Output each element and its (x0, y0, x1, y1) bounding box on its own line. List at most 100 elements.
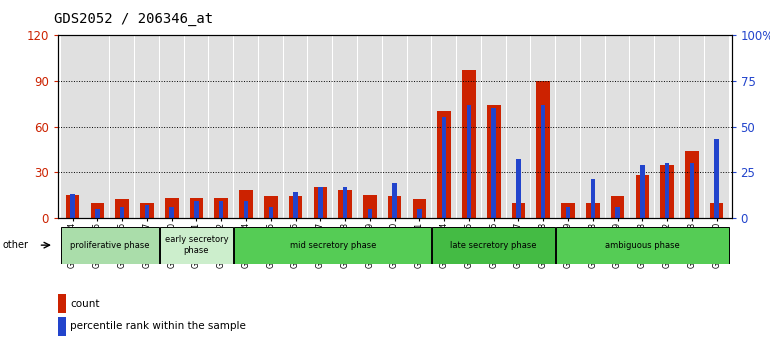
Bar (715, 139, 719, 218)
Bar (457, 227, 480, 264)
Bar (407, 35, 431, 218)
Bar (85, 35, 109, 218)
Bar (531, 227, 555, 264)
Bar (140, 202, 154, 218)
Text: GDS2052 / 206346_at: GDS2052 / 206346_at (54, 12, 213, 27)
Bar (185, 227, 209, 264)
Bar (165, 198, 179, 218)
Bar (640, 165, 644, 218)
Bar (367, 209, 372, 218)
Bar (333, 35, 357, 218)
Bar (462, 70, 476, 218)
Bar (432, 35, 456, 218)
Bar (631, 35, 654, 218)
Bar (487, 105, 500, 218)
Bar (70, 194, 75, 218)
Bar (259, 35, 283, 218)
Text: proliferative phase: proliferative phase (70, 241, 149, 250)
Text: other: other (2, 240, 28, 250)
Bar (393, 183, 397, 218)
Bar (110, 35, 134, 218)
Bar (160, 35, 183, 218)
Bar (611, 196, 624, 218)
Bar (58, 294, 66, 313)
Bar (566, 207, 571, 218)
Bar (363, 195, 377, 218)
Bar (507, 227, 531, 264)
Bar (234, 227, 258, 264)
Bar (269, 207, 273, 218)
Bar (635, 175, 649, 218)
Bar (120, 207, 125, 218)
Bar (586, 202, 600, 218)
Bar (437, 112, 451, 218)
Bar (160, 227, 233, 264)
Text: count: count (70, 299, 99, 309)
Bar (507, 35, 531, 218)
Bar (194, 201, 199, 218)
Bar (219, 201, 223, 218)
Bar (516, 159, 521, 218)
Bar (442, 118, 447, 218)
Bar (457, 35, 480, 218)
Bar (135, 35, 159, 218)
Bar (61, 35, 85, 218)
Bar (661, 165, 674, 218)
Text: mid secretory phase: mid secretory phase (290, 241, 376, 250)
Bar (413, 200, 427, 218)
Bar (58, 317, 66, 336)
Bar (61, 227, 159, 264)
Bar (110, 227, 134, 264)
Bar (309, 227, 332, 264)
Bar (482, 35, 506, 218)
Bar (185, 35, 209, 218)
Bar (65, 195, 79, 218)
Bar (511, 202, 525, 218)
Bar (705, 35, 728, 218)
Bar (556, 227, 728, 264)
Bar (665, 163, 669, 218)
Bar (85, 227, 109, 264)
Bar (135, 227, 159, 264)
Bar (631, 227, 654, 264)
Bar (338, 190, 352, 218)
Bar (556, 227, 580, 264)
Bar (383, 227, 407, 264)
Bar (581, 227, 604, 264)
Bar (606, 35, 629, 218)
Bar (91, 202, 104, 218)
Bar (116, 200, 129, 218)
Bar (541, 105, 545, 218)
Text: percentile rank within the sample: percentile rank within the sample (70, 321, 246, 331)
Bar (293, 192, 298, 218)
Bar (482, 227, 506, 264)
Bar (239, 190, 253, 218)
Bar (283, 35, 307, 218)
Bar (333, 227, 357, 264)
Bar (467, 105, 471, 218)
Bar (417, 209, 422, 218)
Bar (581, 35, 604, 218)
Bar (407, 227, 431, 264)
Bar (432, 227, 555, 264)
Bar (491, 108, 496, 218)
Bar (289, 196, 303, 218)
Bar (95, 209, 99, 218)
Bar (388, 196, 401, 218)
Bar (358, 35, 382, 218)
Bar (705, 227, 728, 264)
Bar (710, 202, 724, 218)
Bar (358, 227, 382, 264)
Bar (685, 151, 698, 218)
Bar (383, 35, 407, 218)
Bar (234, 227, 431, 264)
Bar (209, 227, 233, 264)
Bar (283, 227, 307, 264)
Bar (259, 227, 283, 264)
Bar (169, 207, 174, 218)
Bar (561, 202, 575, 218)
Bar (432, 227, 456, 264)
Text: late secretory phase: late secretory phase (450, 241, 537, 250)
Bar (160, 227, 183, 264)
Bar (189, 198, 203, 218)
